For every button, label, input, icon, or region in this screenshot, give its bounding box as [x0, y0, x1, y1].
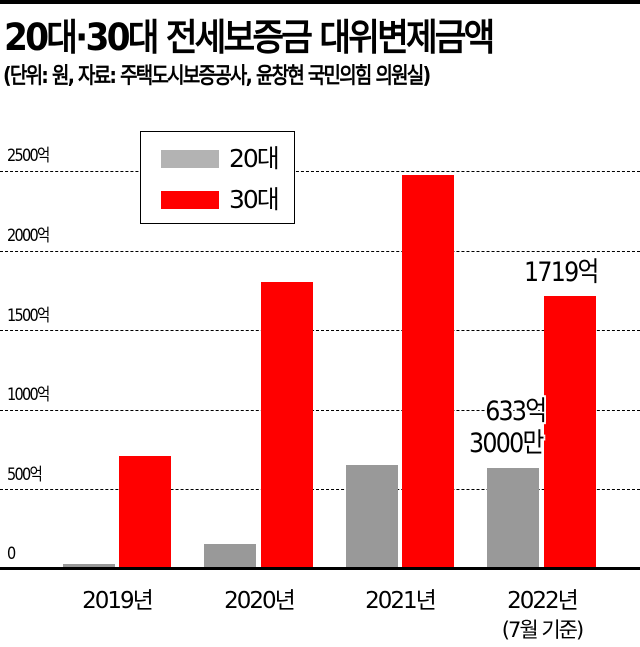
y-tick-2500: 2500억: [7, 146, 50, 166]
bar-2021-30s: [402, 175, 454, 568]
top-rule: [0, 0, 640, 4]
x-label-2019: 2019년: [82, 588, 154, 614]
y-tick-0: 0: [7, 544, 16, 564]
x-label-2021: 2021년: [365, 588, 437, 614]
bar-2021-20s: [346, 465, 398, 568]
legend-swatch-30s: [161, 191, 219, 209]
legend-label-30s: 30대: [229, 185, 280, 214]
x-label-2020: 2020년: [224, 588, 296, 614]
bar-2019-30s: [119, 456, 171, 568]
bar-2019-20s: [63, 564, 115, 568]
gridline-2500: [0, 171, 640, 172]
data-label-2022-20s-line1: 633억: [484, 396, 547, 427]
data-label-2022-20s-line2: 3000만: [469, 428, 544, 459]
legend-label-20s: 20대: [229, 144, 280, 173]
gridline-500: [0, 489, 640, 490]
legend-swatch-20s: [161, 150, 219, 168]
x-label-2022: 2022년: [507, 588, 579, 614]
bar-2020-20s: [204, 544, 256, 568]
y-tick-500: 500억: [7, 465, 43, 485]
gridline-1500: [0, 330, 640, 331]
bar-2022-30s: [544, 296, 596, 568]
legend-item-20s: 20대: [161, 144, 280, 174]
legend-item-30s: 30대: [161, 185, 280, 215]
gridline-1000: [0, 410, 640, 411]
bar-2022-20s: [487, 468, 539, 568]
legend: 20대 30대: [140, 131, 295, 224]
bar-2020-30s: [261, 282, 313, 568]
y-tick-1000: 1000억: [7, 385, 50, 405]
chart-subtitle: (단위: 원, 자료: 주택도시보증공사, 윤창현 국민의힘 의원실): [3, 64, 431, 89]
chart-title: 20대·30대 전세보증금 대위변제금액: [4, 16, 495, 59]
x-axis-baseline: [0, 567, 640, 570]
data-label-2022-30s: 1719억: [524, 257, 599, 288]
gridline-2000: [0, 251, 640, 252]
y-tick-1500: 1500억: [7, 306, 50, 326]
y-tick-2000: 2000억: [7, 226, 50, 246]
x-sublabel-2022: (7월 기준): [501, 618, 584, 642]
